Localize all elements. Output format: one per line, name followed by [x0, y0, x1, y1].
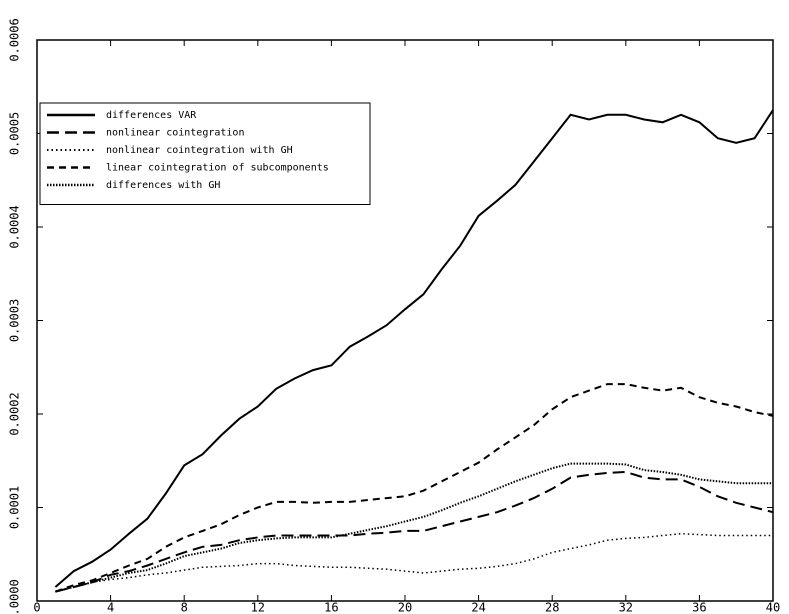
x-tick-label: 24	[471, 601, 485, 614]
x-tick-label: 32	[619, 601, 633, 614]
series-line	[55, 470, 774, 593]
x-tick-label: 0	[33, 601, 40, 614]
x-tick-label: 40	[766, 601, 780, 614]
legend-label: nonlinear cointegration with GH	[106, 145, 293, 156]
x-tick-label: 20	[398, 601, 412, 614]
legend-label: linear cointegration of subcomponents	[106, 163, 329, 174]
legend: differences VAR nonlinear cointegration no…	[39, 102, 371, 205]
y-tick-label: 0.0004	[8, 205, 22, 248]
x-tick-label: 12	[251, 601, 265, 614]
series-line	[55, 532, 773, 593]
x-tick-label: 4	[107, 601, 114, 614]
y-tick-label: 0.0005	[8, 112, 22, 155]
legend-label: differences VAR	[106, 110, 197, 121]
series-line	[55, 383, 774, 593]
x-tick-label: 16	[324, 601, 338, 614]
y-tick-label: 0.0002	[8, 392, 22, 435]
legend-label: differences with GH	[106, 180, 220, 191]
series-line	[55, 462, 773, 593]
series-line	[54, 109, 774, 588]
y-tick-label: 0.0001	[8, 486, 22, 529]
y-tick-label: 0.0000	[8, 579, 22, 614]
y-tick-label: 0.0003	[8, 299, 22, 342]
y-tick-label: 0.0006	[8, 18, 22, 61]
x-tick-label: 36	[692, 601, 706, 614]
legend-box	[39, 102, 371, 205]
legend-label: nonlinear cointegration	[106, 128, 244, 139]
x-tick-label: 8	[181, 601, 188, 614]
x-tick-label: 28	[545, 601, 559, 614]
